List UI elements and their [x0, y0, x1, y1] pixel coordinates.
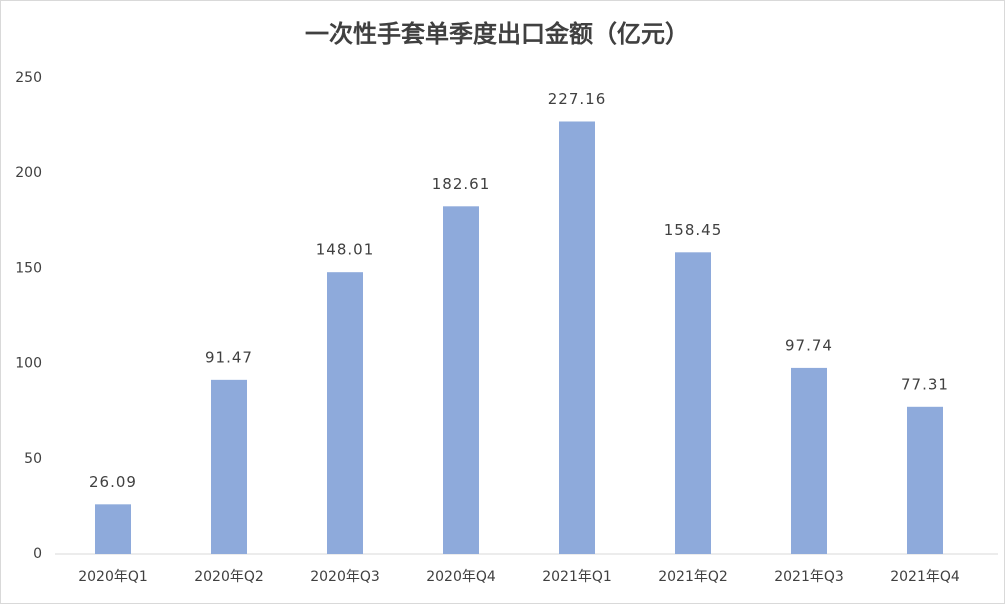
y-tick-label: 150 — [15, 260, 42, 276]
x-tick-label: 2021年Q2 — [658, 569, 728, 585]
bar — [675, 252, 711, 554]
x-tick-label: 2021年Q1 — [542, 569, 612, 585]
chart-title: 一次性手套单季度出口金额（亿元） — [305, 20, 689, 48]
value-label: 97.74 — [785, 336, 833, 354]
bar — [95, 504, 131, 554]
bar — [327, 272, 363, 554]
value-label: 26.09 — [89, 473, 137, 491]
y-tick-label: 250 — [15, 70, 42, 86]
bar — [791, 367, 827, 554]
x-tick-label: 2021年Q4 — [890, 569, 960, 585]
value-label: 77.31 — [901, 375, 949, 393]
y-tick-label: 0 — [33, 546, 42, 562]
bar — [211, 379, 247, 554]
bar — [559, 121, 595, 554]
value-label: 148.01 — [316, 241, 375, 259]
x-tick-label: 2020年Q4 — [426, 569, 496, 585]
y-tick-label: 100 — [15, 356, 42, 372]
y-tick-label: 50 — [24, 451, 42, 467]
x-tick-label: 2020年Q1 — [78, 569, 148, 585]
bar — [907, 406, 943, 554]
value-label: 91.47 — [205, 348, 253, 366]
bar — [443, 206, 479, 555]
x-tick-label: 2020年Q2 — [194, 569, 264, 585]
value-label: 227.16 — [548, 90, 607, 108]
y-tick-label: 200 — [15, 165, 42, 181]
value-label: 158.45 — [664, 221, 723, 239]
value-label: 182.61 — [432, 175, 491, 193]
x-tick-label: 2021年Q3 — [774, 569, 844, 585]
x-tick-label: 2020年Q3 — [310, 569, 380, 585]
